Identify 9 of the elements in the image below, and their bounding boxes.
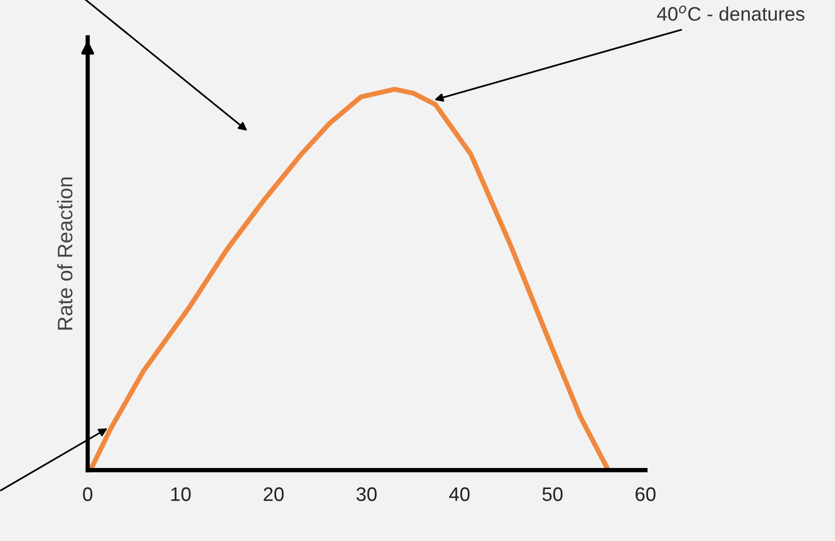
x-tick-label: 40: [449, 487, 470, 502]
x-tick-label: 30: [356, 487, 377, 502]
x-tick-label: 20: [264, 487, 284, 502]
x-tick-label: 0: [83, 487, 92, 502]
x-tick-label: 50: [542, 487, 563, 502]
x-tick-label: 60: [636, 487, 656, 502]
annotation: 40$^{o}$C - denatures: [657, 6, 804, 21]
y-axis-title: Rate of Reaction: [57, 177, 72, 330]
x-tick-label: 10: [171, 487, 191, 502]
